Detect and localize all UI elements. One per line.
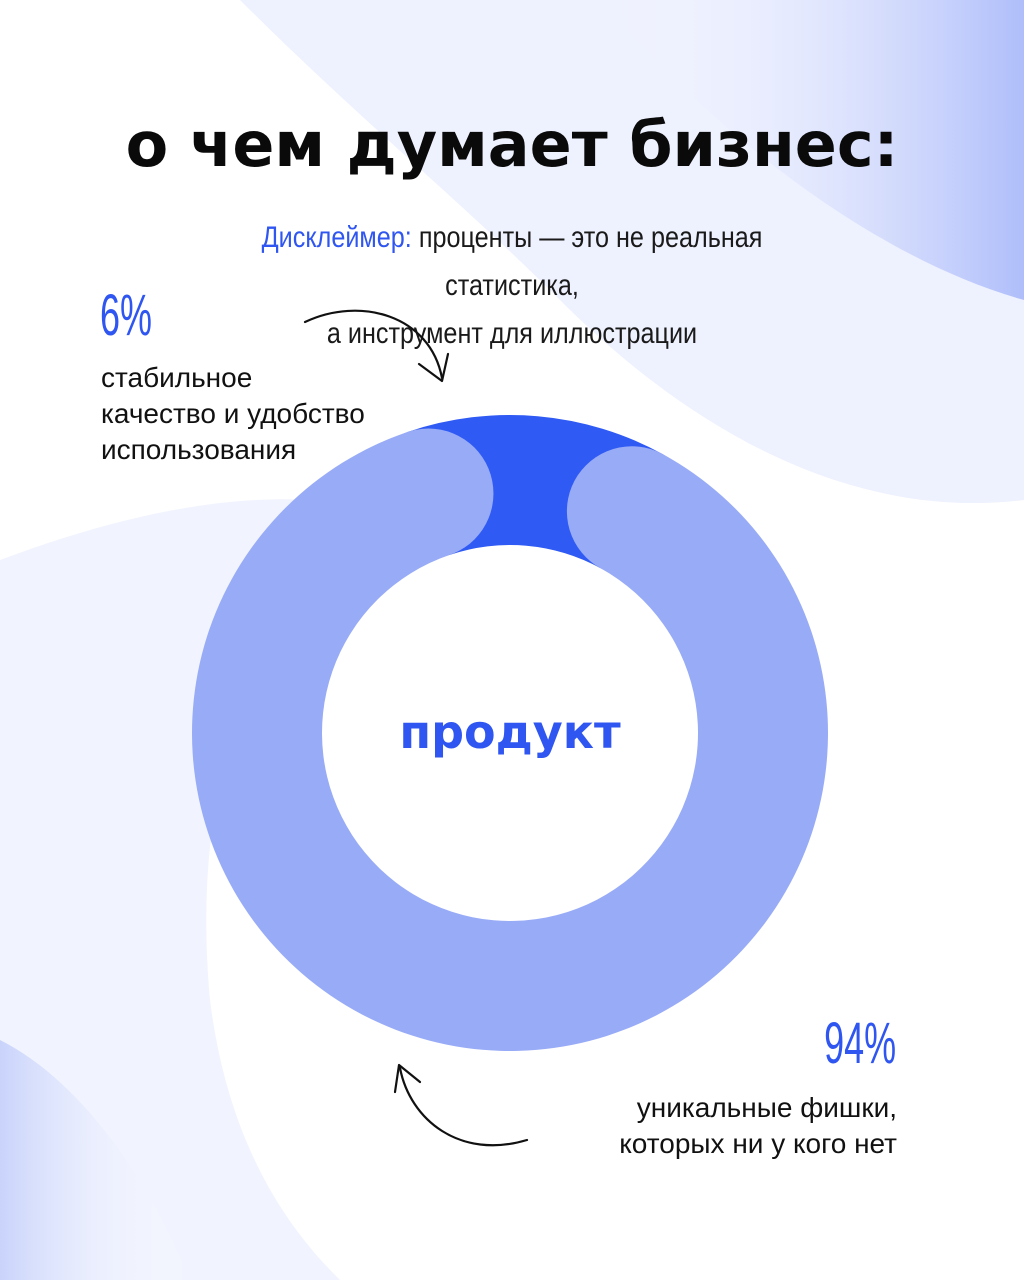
slice-description-line: которых ни у кого нет bbox=[619, 1128, 897, 1159]
slice-description-line: качество и удобство bbox=[101, 398, 365, 429]
slice-description-small: стабильное качество и удобство использов… bbox=[101, 360, 365, 468]
slice-percent-large: 94% bbox=[824, 1011, 896, 1076]
disclaimer-line-1: Дисклеймер: проценты — это не реальная с… bbox=[208, 214, 816, 310]
center-label: продукт bbox=[399, 705, 621, 759]
disclaimer-text: проценты — это не реальная статистика, bbox=[418, 221, 763, 302]
donut-slice-large bbox=[191, 431, 828, 1051]
donut-cap-left bbox=[363, 428, 494, 559]
disclaimer: Дисклеймер: проценты — это не реальная с… bbox=[208, 214, 816, 358]
arrowhead-bottom bbox=[393, 1063, 422, 1094]
disclaimer-label: Дисклеймер: bbox=[261, 221, 412, 254]
page-title: о чем думает бизнес: bbox=[125, 108, 899, 181]
arrow-bottom bbox=[398, 1066, 529, 1147]
arrowhead-top bbox=[417, 352, 450, 383]
slice-description-large: уникальные фишки, которых ни у кого нет bbox=[619, 1090, 897, 1162]
slice-description-line: уникальные фишки, bbox=[636, 1092, 897, 1123]
donut-slices bbox=[191, 415, 828, 1051]
arrow-top bbox=[303, 309, 444, 380]
slice-percent-small: 6% bbox=[100, 283, 152, 348]
disclaimer-line-2: а инструмент для иллюстрации bbox=[326, 317, 698, 350]
donut-cap-right bbox=[566, 446, 697, 577]
slice-description-line: стабильное bbox=[101, 362, 253, 393]
slice-description-line: использования bbox=[101, 434, 297, 465]
